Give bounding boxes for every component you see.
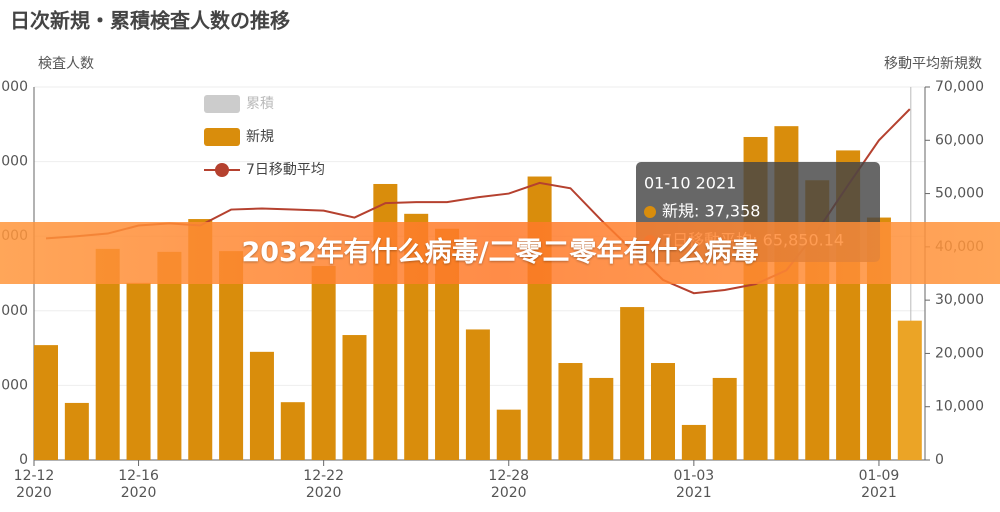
bar [95, 248, 120, 460]
banner: 2032年有什么病毒/二零二零年有什么病毒 [0, 222, 1000, 284]
y-tick-label: 80,000 [0, 154, 28, 170]
x-tick-label: 01-03 2021 [673, 468, 715, 501]
x-tick-label: 12-28 2020 [488, 468, 530, 501]
legend-label: 7日移動平均 [246, 162, 325, 178]
bar [589, 377, 614, 460]
legend-marker [215, 163, 229, 177]
legend-label: 累積 [246, 96, 274, 112]
y2-tick-label: 0 [935, 452, 944, 468]
y-tick-label: 0 [19, 452, 28, 468]
bar [219, 251, 244, 460]
x-tick-label: 12-16 2020 [118, 468, 159, 501]
tooltip-title: 01-10 2021 [644, 174, 736, 193]
y2-tick-label: 20,000 [935, 345, 984, 361]
y2-tick-label: 70,000 [935, 79, 984, 95]
bar [311, 266, 336, 460]
bar [249, 351, 274, 460]
bar [712, 377, 737, 460]
x-tick-label: 01-09 2021 [858, 468, 900, 501]
bar [157, 251, 182, 460]
y2-tick-label: 10,000 [935, 399, 984, 415]
bar [64, 402, 89, 460]
bar [34, 345, 58, 460]
legend-label: 新規 [246, 129, 274, 145]
y-tick-label: 20,000 [0, 377, 28, 393]
legend-swatch [204, 128, 240, 146]
bar [280, 402, 305, 460]
bar [897, 320, 922, 460]
x-tick-label: 12-22 2020 [303, 468, 344, 501]
y2-tick-label: 30,000 [935, 292, 984, 308]
y-tick-label: 100,000 [0, 79, 28, 95]
chart-title: 日次新規・累積検査人数の推移 [10, 9, 290, 33]
tooltip-marker [644, 206, 656, 218]
x-start-label: 12-12 2020 [13, 468, 55, 501]
bar [465, 329, 490, 460]
bar [342, 335, 367, 460]
bar [681, 424, 706, 460]
bar [651, 363, 675, 460]
legend-swatch [204, 95, 240, 113]
bar [126, 282, 151, 460]
bar [527, 176, 552, 460]
y2-axis-label: 移動平均新規数 [884, 56, 982, 72]
y2-tick-label: 60,000 [935, 132, 984, 148]
y2-tick-label: 50,000 [935, 186, 984, 202]
bar [620, 307, 645, 460]
tooltip-line: 新規: 37,358 [662, 202, 760, 221]
bar [558, 363, 583, 460]
bar [496, 409, 521, 460]
y-tick-label: 40,000 [0, 303, 28, 319]
y-axis-label: 検査人数 [38, 56, 94, 72]
